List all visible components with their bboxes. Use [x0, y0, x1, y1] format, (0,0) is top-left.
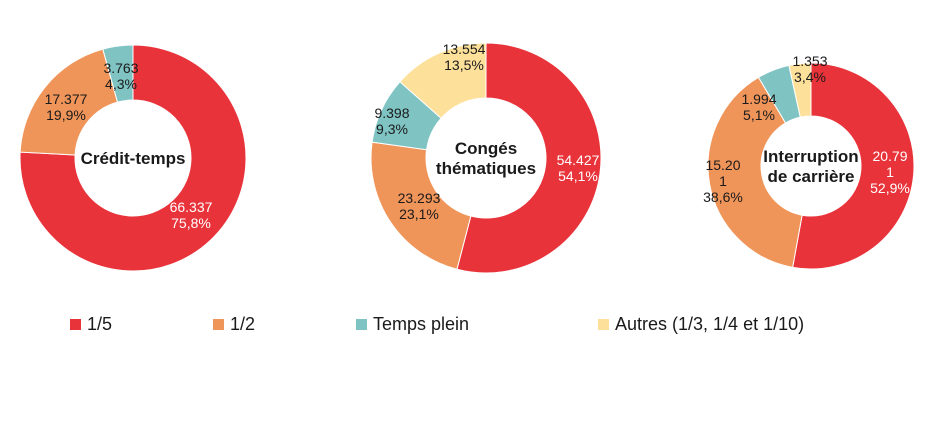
- slice-data-label: 66.337 75,8%: [170, 199, 213, 231]
- legend-swatch: [213, 319, 224, 330]
- legend-swatch: [598, 319, 609, 330]
- legend-label: Temps plein: [373, 314, 470, 334]
- donut-chart-2: 54.427 54,1% 23.293 23,1% 9.398 9,3% 13.554 13,…: [370, 41, 602, 274]
- slice-data-label: 1.994 5,1%: [741, 91, 776, 123]
- donut-chart-3: 20.79 1 52,9% 15.20 1 38,6% 1.994 5,1% 1.353 3,4%…: [703, 53, 915, 270]
- legend-item: 1/5: [70, 314, 112, 335]
- slice-data-label: 23.293 23,1%: [398, 190, 441, 222]
- legend: 1/5 1/2 Temps plein Autres (1/3, 1/4 et 1/1…: [70, 314, 910, 338]
- legend-label: Autres (1/3, 1/4 et 1/10): [615, 314, 805, 334]
- legend-label: 1/5: [87, 314, 113, 334]
- slice-data-label: 3.763 4,3%: [103, 60, 138, 92]
- donut-slice: [707, 76, 803, 268]
- chart-center-title: Crédit-temps: [81, 149, 186, 168]
- donut-chart-1: 66.337 75,8% 17.377 19,9% 3.763 4,3% Crédit-te…: [19, 44, 247, 272]
- legend-swatch: [70, 319, 81, 330]
- donut-slice: [19, 44, 247, 272]
- donut-slice: [788, 62, 812, 118]
- slice-data-label: 54.427 54,1%: [557, 152, 600, 184]
- donut-slice: [792, 62, 915, 270]
- slice-data-label: 15.20 1 38,6%: [703, 157, 743, 205]
- legend-item: Autres (1/3, 1/4 et 1/10): [598, 314, 804, 335]
- donut-slice: [102, 44, 134, 103]
- slice-data-label: 9.398 9,3%: [374, 105, 409, 137]
- legend-item: 1/2: [213, 314, 255, 335]
- chart-center-title: Congés thématiques: [436, 139, 536, 178]
- donut-charts: 66.337 75,8% 17.377 19,9% 3.763 4,3% Crédit-te…: [19, 41, 915, 274]
- slice-data-label: 17.377 19,9%: [45, 91, 88, 123]
- donut-slice: [456, 42, 602, 274]
- donut-slice: [399, 42, 487, 119]
- slice-data-label: 1.353 3,4%: [792, 53, 827, 85]
- legend-swatch: [356, 319, 367, 330]
- slice-data-label: 13.554 13,5%: [443, 41, 486, 73]
- legend-item: Temps plein: [356, 314, 469, 335]
- legend-label: 1/2: [230, 314, 256, 334]
- chart-center-title: Interruption de carrière: [763, 147, 858, 186]
- donut-slice: [370, 141, 472, 270]
- slice-data-label: 20.79 1 52,9%: [870, 148, 910, 196]
